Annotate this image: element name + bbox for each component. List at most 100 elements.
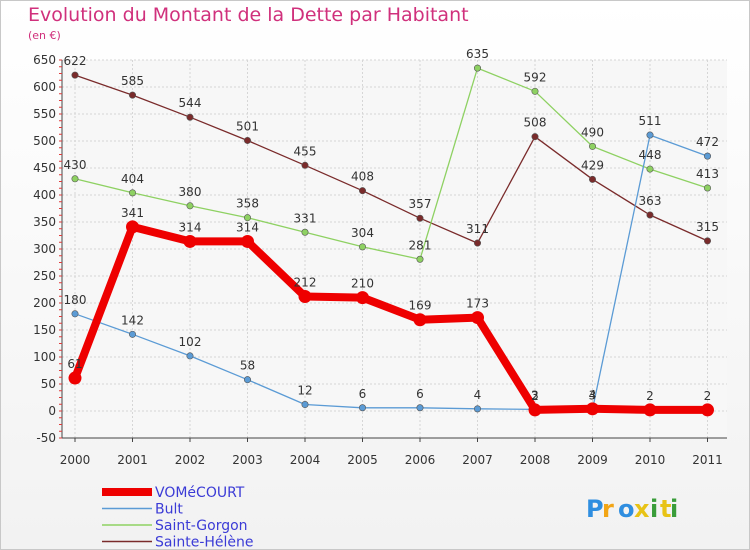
data-label: 455 xyxy=(294,144,317,158)
data-point xyxy=(646,211,654,219)
logo-letter: o xyxy=(618,495,635,523)
y-tick-label: -50 xyxy=(36,431,56,445)
data-label: 173 xyxy=(466,297,489,311)
data-label: 622 xyxy=(64,54,87,68)
data-point xyxy=(129,91,137,99)
legend-label: Saint-Gorgon xyxy=(155,518,248,534)
data-label: 3 xyxy=(589,388,597,402)
data-label: 6 xyxy=(359,387,367,401)
data-point xyxy=(244,136,252,144)
data-point xyxy=(126,220,139,234)
y-tick-label: 600 xyxy=(33,80,56,94)
data-point xyxy=(646,165,654,173)
data-label: 2 xyxy=(646,389,654,403)
y-tick-label: 0 xyxy=(48,404,56,418)
data-point xyxy=(298,290,312,304)
y-tick-label: 150 xyxy=(33,323,56,337)
data-label: 4 xyxy=(474,388,482,402)
data-label: 315 xyxy=(696,220,719,234)
logo-letter: i xyxy=(670,495,678,523)
logo-letter: t xyxy=(660,495,671,523)
data-label: 3 xyxy=(531,388,539,402)
legend-label: Sainte-Hélène xyxy=(155,535,254,550)
data-point xyxy=(186,202,194,210)
data-point xyxy=(358,404,366,412)
data-label: 508 xyxy=(524,116,547,130)
data-point xyxy=(528,403,542,417)
data-label: 169 xyxy=(409,299,432,313)
series-line-VOMéCOURT xyxy=(71,222,712,414)
data-point xyxy=(358,243,366,251)
legend-label: VOMéCOURT xyxy=(155,485,245,501)
data-label: 430 xyxy=(64,158,87,172)
x-tick-label: 2009 xyxy=(577,453,608,467)
data-point xyxy=(588,175,596,183)
x-tick-label: 2010 xyxy=(635,453,666,467)
data-label: 511 xyxy=(639,114,662,128)
y-tick-label: 250 xyxy=(33,269,56,283)
y-tick-label: 650 xyxy=(33,53,56,67)
y-tick-label: 50 xyxy=(41,377,56,391)
data-point xyxy=(471,311,484,325)
data-label: 448 xyxy=(639,148,662,162)
legend-label: Bult xyxy=(155,502,183,518)
x-tick-label: 2008 xyxy=(520,453,551,467)
data-label: 102 xyxy=(179,335,202,349)
data-point xyxy=(473,64,481,72)
data-point xyxy=(129,189,137,197)
data-label: 58 xyxy=(240,359,255,373)
data-point xyxy=(703,184,711,192)
data-label: 429 xyxy=(581,158,604,172)
data-label: 314 xyxy=(236,220,259,234)
x-tick-label: 2003 xyxy=(232,453,263,467)
data-label: 331 xyxy=(294,211,317,225)
data-label: 304 xyxy=(351,226,374,240)
data-point xyxy=(416,404,424,412)
data-point xyxy=(71,71,79,79)
series-layer xyxy=(68,64,714,417)
data-label: 61 xyxy=(67,357,82,371)
y-tick-label: 450 xyxy=(33,161,56,175)
data-label: 6 xyxy=(416,387,424,401)
data-point xyxy=(183,234,197,248)
data-label: 544 xyxy=(179,96,202,110)
data-label: 358 xyxy=(236,197,259,211)
data-point xyxy=(71,175,79,183)
data-label: 341 xyxy=(121,206,144,220)
data-point xyxy=(244,376,252,384)
x-tick-label: 2011 xyxy=(692,453,723,467)
data-label: 592 xyxy=(524,70,547,84)
data-point xyxy=(703,237,711,245)
data-label: 357 xyxy=(409,197,432,211)
data-label: 472 xyxy=(696,135,719,149)
data-label: 311 xyxy=(466,222,489,236)
data-label: 404 xyxy=(121,172,144,186)
x-tick-label: 2002 xyxy=(175,453,206,467)
data-label: 501 xyxy=(236,119,259,133)
x-tick-label: 2005 xyxy=(347,453,378,467)
x-tick-label: 2004 xyxy=(290,453,321,467)
data-point xyxy=(129,330,137,338)
y-tick-label: 200 xyxy=(33,296,56,310)
data-point xyxy=(586,402,599,416)
data-label: 413 xyxy=(696,167,719,181)
y-tick-label: 550 xyxy=(33,107,56,121)
logo-letter: x xyxy=(634,495,650,523)
data-point xyxy=(416,255,424,263)
data-point xyxy=(71,310,79,318)
y-tick-label: 400 xyxy=(33,188,56,202)
data-point xyxy=(186,113,194,121)
x-tick-label: 2001 xyxy=(117,453,148,467)
data-label: 12 xyxy=(297,384,312,398)
data-label: 142 xyxy=(121,313,144,327)
data-point xyxy=(241,234,254,248)
logo-letter: P xyxy=(586,495,604,523)
proxiti-logo: Pr o x i ti xyxy=(586,495,678,523)
data-point xyxy=(531,133,539,141)
data-point xyxy=(358,187,366,195)
data-point xyxy=(301,161,309,169)
data-label: 212 xyxy=(294,276,317,290)
data-label: 210 xyxy=(351,277,374,291)
